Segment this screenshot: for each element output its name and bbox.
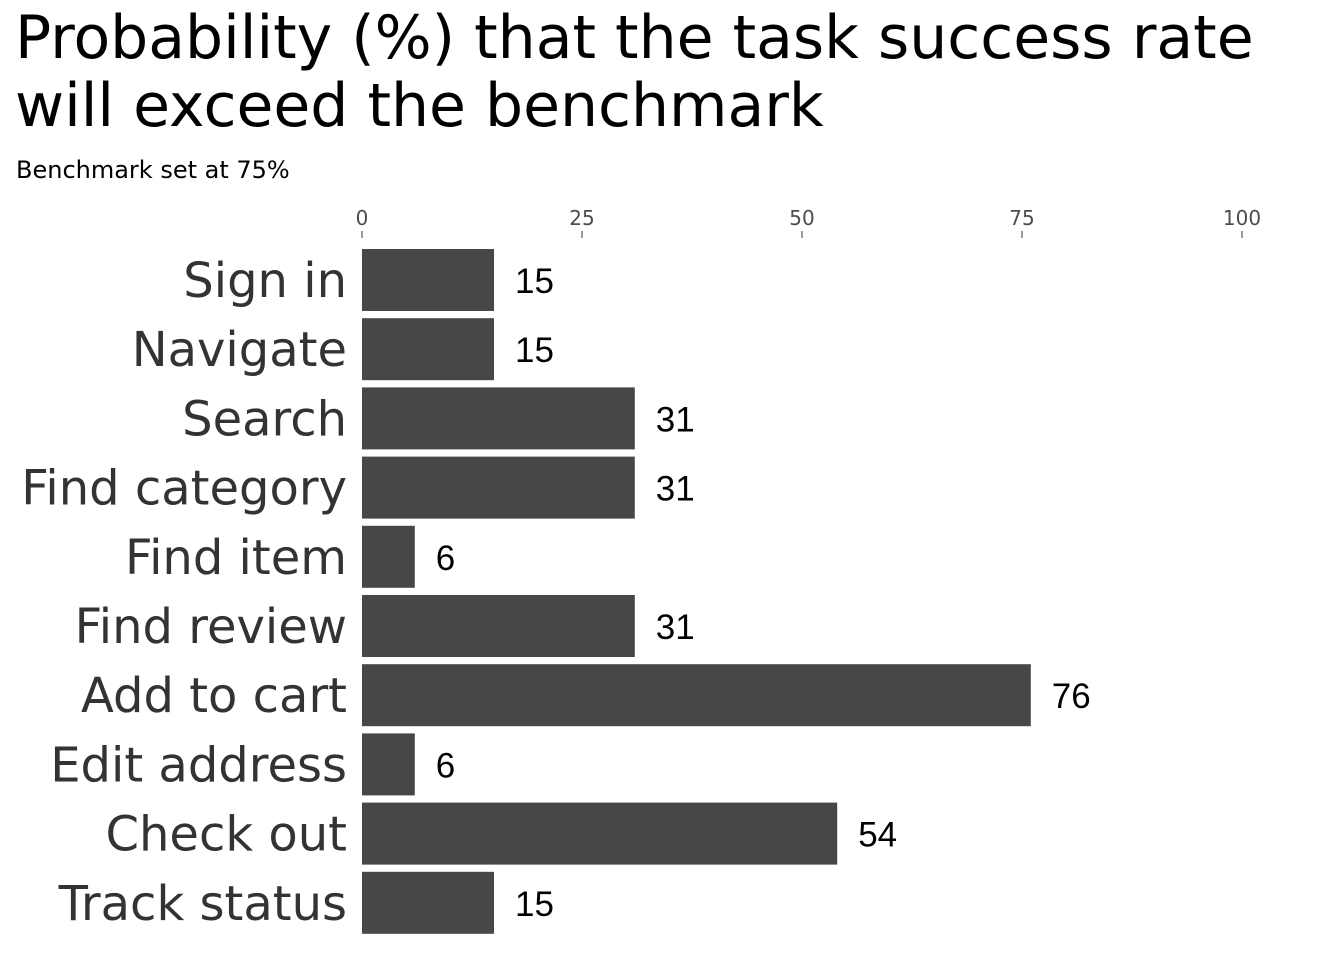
category-label: Navigate	[132, 322, 347, 378]
bar	[362, 871, 494, 934]
category-label: Search	[182, 391, 347, 447]
bar	[362, 318, 494, 381]
bar	[362, 664, 1031, 727]
x-tick-label: 100	[1223, 206, 1261, 230]
category-label: Track status	[58, 876, 347, 932]
data-label: 31	[656, 400, 695, 439]
bar	[362, 249, 494, 311]
x-axis: 0 25 50 75 100	[356, 206, 1261, 238]
data-label: 76	[1052, 677, 1091, 716]
bar	[362, 456, 635, 519]
data-label: 15	[515, 885, 554, 924]
x-tick-label: 0	[356, 206, 369, 230]
data-label: 54	[858, 816, 897, 855]
category-label: Find review	[75, 599, 347, 655]
data-label: 31	[656, 470, 695, 509]
category-label: Find category	[21, 461, 347, 517]
bar	[362, 525, 415, 588]
bar	[362, 595, 635, 657]
bars	[362, 249, 1031, 934]
x-tick-label: 50	[789, 206, 814, 230]
data-label: 6	[436, 539, 455, 578]
category-label: Edit address	[50, 737, 347, 793]
bar	[362, 387, 635, 450]
data-label: 31	[656, 608, 695, 647]
x-tick-label: 75	[1009, 206, 1034, 230]
category-label: Sign in	[183, 253, 347, 309]
category-labels: Sign in Navigate Search Find category Find i…	[21, 253, 347, 932]
data-label: 15	[515, 331, 554, 370]
bar	[362, 802, 838, 865]
chart-title: Probability (%) that the task success ra…	[15, 3, 1254, 141]
category-label: Check out	[105, 807, 347, 863]
data-labels: 15 15 31 31 6 31 76 6 54 15	[436, 262, 1091, 924]
bar	[362, 733, 415, 796]
data-label: 6	[436, 746, 455, 785]
data-label: 15	[515, 262, 554, 301]
category-label: Add to cart	[81, 668, 347, 724]
chart-subtitle: Benchmark set at 75%	[16, 156, 290, 184]
x-tick-label: 25	[569, 206, 594, 230]
category-label: Find item	[125, 530, 347, 586]
